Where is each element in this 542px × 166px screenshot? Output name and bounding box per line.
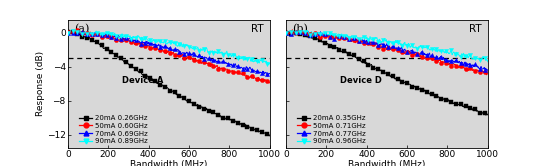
Legend: 20mA 0.26GHz, 50mA 0.60GHz, 70mA 0.69GHz, 90mA 0.89GHz: 20mA 0.26GHz, 50mA 0.60GHz, 70mA 0.69GHz… [79, 115, 147, 144]
Y-axis label: Response (dB): Response (dB) [36, 51, 46, 116]
Text: RT: RT [251, 24, 263, 34]
Text: (b): (b) [292, 24, 308, 34]
X-axis label: Bandwidth (MHz): Bandwidth (MHz) [348, 160, 425, 166]
X-axis label: Bandwidth (MHz): Bandwidth (MHz) [130, 160, 208, 166]
Text: Device A: Device A [122, 76, 164, 85]
Legend: 20mA 0.35GHz, 50mA 0.71GHz, 70mA 0.77GHz, 90mA 0.96GHz: 20mA 0.35GHz, 50mA 0.71GHz, 70mA 0.77GHz… [298, 115, 365, 144]
Text: RT: RT [469, 24, 482, 34]
Text: (a): (a) [74, 24, 89, 34]
Text: Device D: Device D [340, 76, 382, 85]
